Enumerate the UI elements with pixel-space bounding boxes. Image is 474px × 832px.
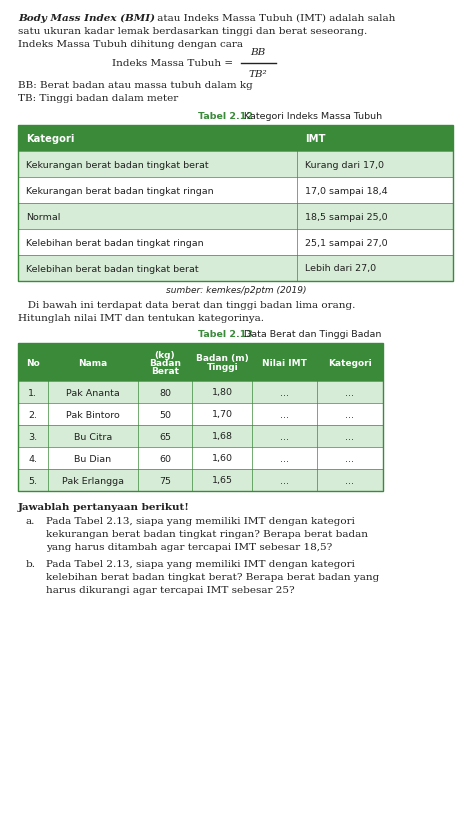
- Text: Kategori Indeks Massa Tubuh: Kategori Indeks Massa Tubuh: [238, 112, 383, 121]
- Text: ...: ...: [280, 389, 289, 398]
- Text: ...: ...: [280, 410, 289, 419]
- Text: Tabel 2.13: Tabel 2.13: [198, 330, 253, 339]
- Text: Bu Dian: Bu Dian: [74, 454, 111, 463]
- Text: a.: a.: [26, 517, 35, 526]
- Text: No: No: [26, 359, 40, 368]
- Text: Nama: Nama: [78, 359, 107, 368]
- Text: Berat: Berat: [151, 367, 179, 375]
- Text: BB: Berat badan atau massa tubuh dalam kg: BB: Berat badan atau massa tubuh dalam k…: [18, 81, 253, 90]
- Text: Kategori: Kategori: [26, 134, 74, 144]
- Text: Di bawah ini terdapat data berat dan tinggi badan lima orang.: Di bawah ini terdapat data berat dan tin…: [18, 301, 356, 310]
- Text: BB: BB: [251, 48, 266, 57]
- Text: Normal: Normal: [26, 212, 60, 221]
- Text: Badan (m): Badan (m): [196, 354, 249, 364]
- Text: b.: b.: [26, 560, 36, 569]
- FancyBboxPatch shape: [18, 255, 453, 281]
- Text: 1,80: 1,80: [212, 389, 233, 398]
- Text: Kurang dari 17,0: Kurang dari 17,0: [305, 161, 384, 170]
- Text: Hitunglah nilai IMT dan tentukan kategorinya.: Hitunglah nilai IMT dan tentukan kategor…: [18, 314, 264, 323]
- Text: satu ukuran kadar lemak berdasarkan tinggi dan berat seseorang.: satu ukuran kadar lemak berdasarkan ting…: [18, 27, 367, 36]
- Text: Kelebihan berat badan tingkat ringan: Kelebihan berat badan tingkat ringan: [26, 239, 203, 247]
- Text: ...: ...: [346, 389, 355, 398]
- Text: Kekurangan berat badan tingkat berat: Kekurangan berat badan tingkat berat: [26, 161, 209, 170]
- Text: IMT: IMT: [305, 134, 326, 144]
- Text: 65: 65: [159, 433, 171, 442]
- Text: TB²: TB²: [249, 70, 267, 79]
- Text: 25,1 sampai 27,0: 25,1 sampai 27,0: [305, 239, 388, 247]
- Text: kelebihan berat badan tingkat berat? Berapa berat badan yang: kelebihan berat badan tingkat berat? Ber…: [46, 573, 379, 582]
- FancyBboxPatch shape: [18, 403, 383, 425]
- Text: Pada Tabel 2.13, siapa yang memiliki IMT dengan kategori: Pada Tabel 2.13, siapa yang memiliki IMT…: [46, 517, 355, 526]
- FancyBboxPatch shape: [18, 381, 383, 403]
- Text: 50: 50: [159, 410, 171, 419]
- FancyBboxPatch shape: [18, 125, 453, 151]
- Text: Badan: Badan: [149, 359, 181, 368]
- Text: harus dikurangi agar tercapai IMT sebesar 25?: harus dikurangi agar tercapai IMT sebesa…: [46, 586, 294, 595]
- Text: atau Indeks Massa Tubuh (IMT) adalah salah: atau Indeks Massa Tubuh (IMT) adalah sal…: [155, 14, 396, 23]
- Text: ...: ...: [346, 410, 355, 419]
- FancyBboxPatch shape: [18, 447, 383, 469]
- Text: Body Mass Index (BMI): Body Mass Index (BMI): [18, 14, 155, 23]
- Text: Pak Bintoro: Pak Bintoro: [66, 410, 119, 419]
- Text: 1.: 1.: [28, 389, 37, 398]
- Text: ...: ...: [346, 433, 355, 442]
- Text: Jawablah pertanyaan berikut!: Jawablah pertanyaan berikut!: [18, 503, 190, 512]
- Text: 4.: 4.: [28, 454, 37, 463]
- Text: ...: ...: [280, 433, 289, 442]
- Text: Lebih dari 27,0: Lebih dari 27,0: [305, 265, 376, 274]
- Text: 3.: 3.: [28, 433, 37, 442]
- FancyBboxPatch shape: [18, 343, 383, 381]
- Text: 60: 60: [159, 454, 171, 463]
- Text: 75: 75: [159, 477, 171, 486]
- Text: Indeks Massa Tubuh dihitung dengan cara: Indeks Massa Tubuh dihitung dengan cara: [18, 40, 243, 49]
- Text: 1,60: 1,60: [212, 454, 233, 463]
- Text: ...: ...: [346, 477, 355, 486]
- Text: 5.: 5.: [28, 477, 37, 486]
- Text: Pada Tabel 2.13, siapa yang memiliki IMT dengan kategori: Pada Tabel 2.13, siapa yang memiliki IMT…: [46, 560, 355, 569]
- Text: Tabel 2.12: Tabel 2.12: [198, 112, 253, 121]
- Text: (kg): (kg): [155, 350, 175, 359]
- Text: yang harus ditambah agar tercapai IMT sebesar 18,5?: yang harus ditambah agar tercapai IMT se…: [46, 543, 332, 552]
- Text: Indeks Massa Tubuh =: Indeks Massa Tubuh =: [112, 58, 236, 67]
- Text: TB: Tinggi badan dalam meter: TB: Tinggi badan dalam meter: [18, 94, 178, 103]
- Text: 17,0 sampai 18,4: 17,0 sampai 18,4: [305, 186, 388, 196]
- Text: 80: 80: [159, 389, 171, 398]
- Text: Nilai IMT: Nilai IMT: [262, 359, 307, 368]
- FancyBboxPatch shape: [18, 469, 383, 491]
- Text: kekurangan berat badan tingkat ringan? Berapa berat badan: kekurangan berat badan tingkat ringan? B…: [46, 530, 368, 539]
- Text: Pak Erlangga: Pak Erlangga: [62, 477, 124, 486]
- FancyBboxPatch shape: [18, 425, 383, 447]
- FancyBboxPatch shape: [18, 229, 453, 255]
- Text: Pak Ananta: Pak Ananta: [66, 389, 119, 398]
- Text: Tinggi: Tinggi: [206, 363, 238, 372]
- Text: 18,5 sampai 25,0: 18,5 sampai 25,0: [305, 212, 388, 221]
- Text: Kelebihan berat badan tingkat berat: Kelebihan berat badan tingkat berat: [26, 265, 199, 274]
- Text: sumber: kemkes/p2ptm (2019): sumber: kemkes/p2ptm (2019): [166, 286, 307, 295]
- Text: 1,70: 1,70: [212, 410, 233, 419]
- Text: Kategori: Kategori: [328, 359, 372, 368]
- Text: ...: ...: [346, 454, 355, 463]
- Text: ...: ...: [280, 477, 289, 486]
- Text: 1,68: 1,68: [212, 433, 233, 442]
- FancyBboxPatch shape: [18, 203, 453, 229]
- Text: Kekurangan berat badan tingkat ringan: Kekurangan berat badan tingkat ringan: [26, 186, 214, 196]
- Text: 2.: 2.: [28, 410, 37, 419]
- Text: ...: ...: [280, 454, 289, 463]
- Text: Bu Citra: Bu Citra: [73, 433, 112, 442]
- FancyBboxPatch shape: [18, 177, 453, 203]
- Text: Data Berat dan Tinggi Badan: Data Berat dan Tinggi Badan: [238, 330, 382, 339]
- Text: 1,65: 1,65: [212, 477, 233, 486]
- FancyBboxPatch shape: [18, 151, 453, 177]
